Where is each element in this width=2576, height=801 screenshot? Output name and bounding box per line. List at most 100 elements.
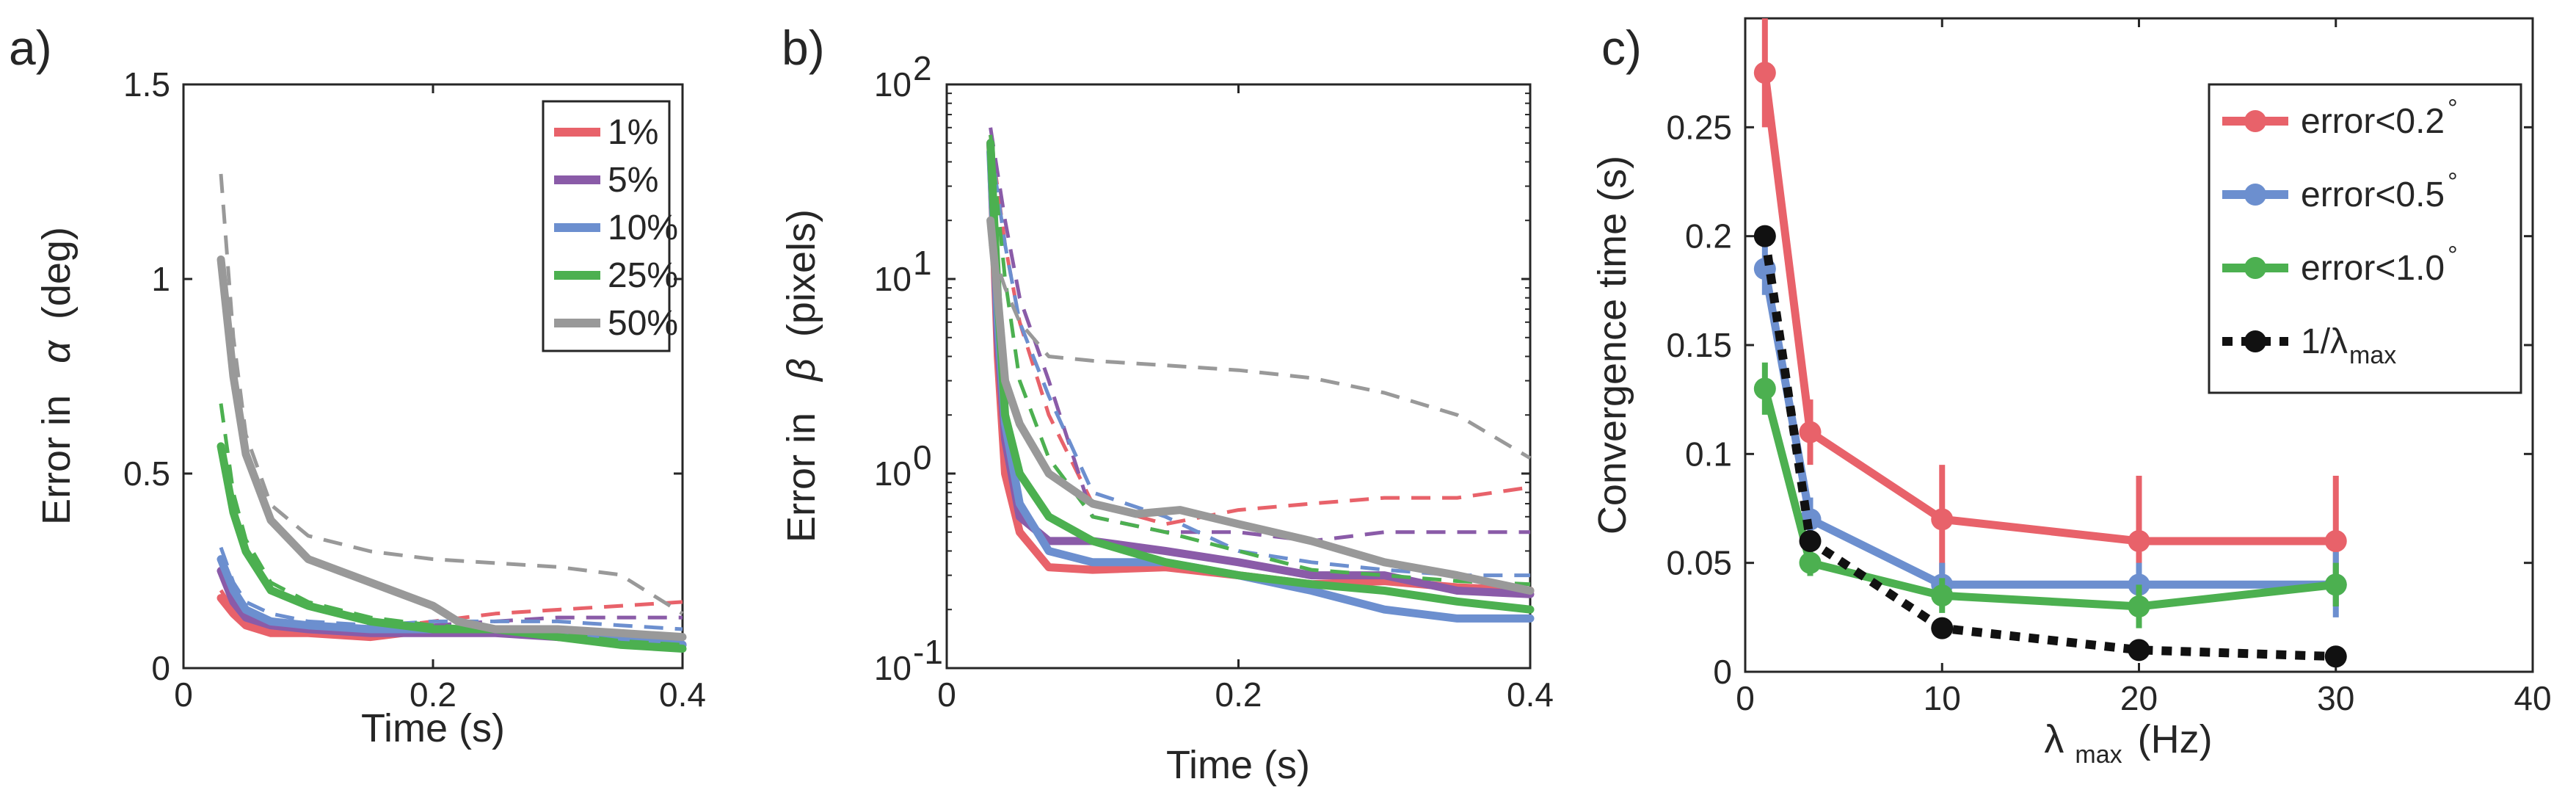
panel-c-legend-degree: ° — [2448, 168, 2458, 196]
panel-a-legend-label: 50% — [608, 304, 678, 343]
panel-c-ytick-label: 0.2 — [1685, 217, 1732, 255]
panel-c: c) 0 10 20 30 40 0 0.05 0.1 0.15 0.2 0.25 λ max (H… — [1590, 17, 2552, 772]
panel-c-1max-marker — [1799, 530, 1822, 552]
panel-a-ytick-label: 1.5 — [123, 65, 170, 104]
panel-c-legend-marker — [2244, 184, 2266, 206]
panel-a-letter: a) — [9, 21, 52, 75]
panel-a-series-dashed-50 — [219, 173, 684, 615]
panel-a-legend-label: 10% — [608, 209, 678, 247]
panel-c-xtick-label: 40 — [2514, 679, 2551, 717]
panel-c-ytick-label: 0 — [1713, 653, 1732, 691]
panel-a-legend: 1% 5% 10% 25% 50% — [542, 100, 678, 352]
panel-a-ylabel: Error in α (deg) — [34, 227, 79, 525]
panel-b-ytick-label: 10 — [874, 649, 912, 687]
panel-b-ylabel: Error in β (pixels) — [779, 209, 823, 543]
panel-c-legend-subscript: max — [2349, 341, 2396, 369]
panel-b-ytick-exponent: -1 — [913, 633, 943, 671]
panel-c-ytick-label: 0.05 — [1666, 544, 1732, 582]
panel-b-ytick-label: 10 — [874, 65, 912, 104]
panel-b-ytick-exponent: 0 — [913, 438, 932, 476]
panel-c-1max-marker — [1753, 225, 1776, 247]
panel-c-xtick-label: 20 — [2120, 679, 2158, 717]
panel-c-error10-marker — [1753, 377, 1776, 400]
panel-c-error02-marker — [1753, 62, 1776, 84]
panel-b-series-dashed-5 — [989, 127, 1530, 543]
panel-b-series-solid-25 — [986, 139, 1535, 614]
panel-b-series-solid-10 — [986, 148, 1535, 623]
panel-c-legend-marker — [2244, 110, 2266, 132]
panel-b-ytick-label: 10 — [874, 454, 912, 493]
panel-c-xtick-label: 10 — [1924, 679, 1961, 717]
panel-c-error10-line — [1761, 387, 2337, 611]
panel-b-series-solid-1 — [986, 139, 1535, 595]
panel-c-legend: error<0.2 °error<0.5 °error<1.0 °1/λ max — [2208, 83, 2522, 394]
panel-c-legend-label: error<1.0 — [2301, 249, 2445, 288]
panel-a-xtick-label: 0.4 — [659, 675, 706, 714]
panel-b-ylabel-symbol: β — [779, 358, 823, 383]
panel-c-error10-marker — [2128, 595, 2150, 617]
panel-c-ylabel: Convergence time (s) — [1590, 156, 1634, 534]
panel-c-1max-marker — [1931, 617, 1954, 639]
panel-c-xlabel-sub: max — [2075, 741, 2122, 769]
panel-c-legend-marker — [2244, 330, 2266, 352]
panel-c-error10-marker — [1799, 551, 1822, 574]
panel-c-ytick-label: 0.1 — [1685, 435, 1732, 473]
panel-c-error02-marker — [1931, 508, 1954, 531]
panel-a-legend-label: 5% — [608, 161, 658, 200]
panel-b-ytick-exponent: 2 — [913, 49, 932, 87]
panel-c-legend-marker — [2244, 257, 2266, 279]
panel-c-legend-label: error<0.2 — [2301, 102, 2445, 141]
panel-b-ylabel-suffix: (pixels) — [779, 209, 823, 337]
panel-c-1max-marker — [2324, 645, 2347, 668]
panel-c-ytick-label: 0.15 — [1666, 326, 1732, 364]
panel-a-legend-label: 25% — [608, 256, 678, 295]
panel-c-xlabel: λ max (Hz) — [2044, 717, 2212, 772]
panel-b-series-dashed-1 — [989, 134, 1531, 526]
panel-c-xtick-label: 30 — [2317, 679, 2354, 717]
panel-b-ytick-exponent: 1 — [913, 244, 932, 282]
panel-c-letter: c) — [1601, 21, 1642, 75]
panel-b-series-dashed-10 — [989, 142, 1530, 578]
panel-b-ylabel-prefix: Error in — [779, 413, 823, 543]
panel-b-xlabel: Time (s) — [1166, 743, 1310, 787]
panel-c-xlabel-suffix: (Hz) — [2138, 717, 2213, 761]
panel-b-ytick-label: 10 — [874, 260, 912, 298]
panel-c-error02-marker — [1799, 421, 1822, 443]
panel-a-ytick-label: 1 — [151, 260, 170, 298]
panel-a-xtick-label: 0 — [174, 675, 193, 714]
panel-a-series-dashed-25 — [219, 403, 683, 647]
panel-b-series-dashed-25 — [989, 134, 1531, 587]
panel-a-ylabel-symbol: α — [34, 339, 79, 363]
panel-b-series-dashed-50 — [989, 244, 1532, 460]
panel-a-ytick-label: 0.5 — [123, 454, 170, 493]
panel-c-xtick-label: 0 — [1736, 679, 1755, 717]
panel-b-xtick-label: 0 — [937, 675, 956, 714]
panel-c-error10-marker — [1931, 584, 1954, 607]
panel-a: a) 0 0.2 0.4 0 0.5 1 1.5 Time (s) Error in α (… — [9, 21, 706, 750]
panel-b-xtick-label: 0.4 — [1507, 675, 1554, 714]
panel-b-axes-box — [945, 83, 1532, 670]
panel-c-error10-marker — [2324, 573, 2347, 596]
panel-b-xtick-label: 0.2 — [1215, 675, 1262, 714]
panel-b-series-solid-50 — [986, 216, 1535, 595]
panel-c-error02-marker — [2324, 530, 2347, 552]
panel-a-series-solid-25 — [217, 442, 687, 653]
panel-a-xlabel: Time (s) — [361, 706, 505, 750]
panel-a-ytick-label: 0 — [151, 649, 170, 687]
panel-c-legend-label: 1/λ — [2301, 322, 2348, 361]
panel-b-letter: b) — [782, 21, 825, 75]
panel-c-legend-degree: ° — [2448, 95, 2458, 123]
panel-a-xtick-label: 0.2 — [410, 675, 456, 714]
panel-a-series-solid-50 — [217, 255, 687, 642]
panel-c-1max-marker — [2128, 639, 2150, 662]
panel-c-legend-label: error<0.5 — [2301, 175, 2445, 214]
panel-a-ylabel-suffix: (deg) — [34, 227, 79, 319]
panel-c-legend-degree: ° — [2448, 242, 2458, 269]
panel-a-legend-label: 1% — [608, 113, 658, 152]
panel-c-xlabel-symbol: λ — [2044, 717, 2064, 761]
panel-c-ytick-label: 0.25 — [1666, 108, 1732, 146]
panel-c-error02-marker — [2128, 530, 2150, 552]
panel-a-ylabel-prefix: Error in — [34, 395, 79, 525]
